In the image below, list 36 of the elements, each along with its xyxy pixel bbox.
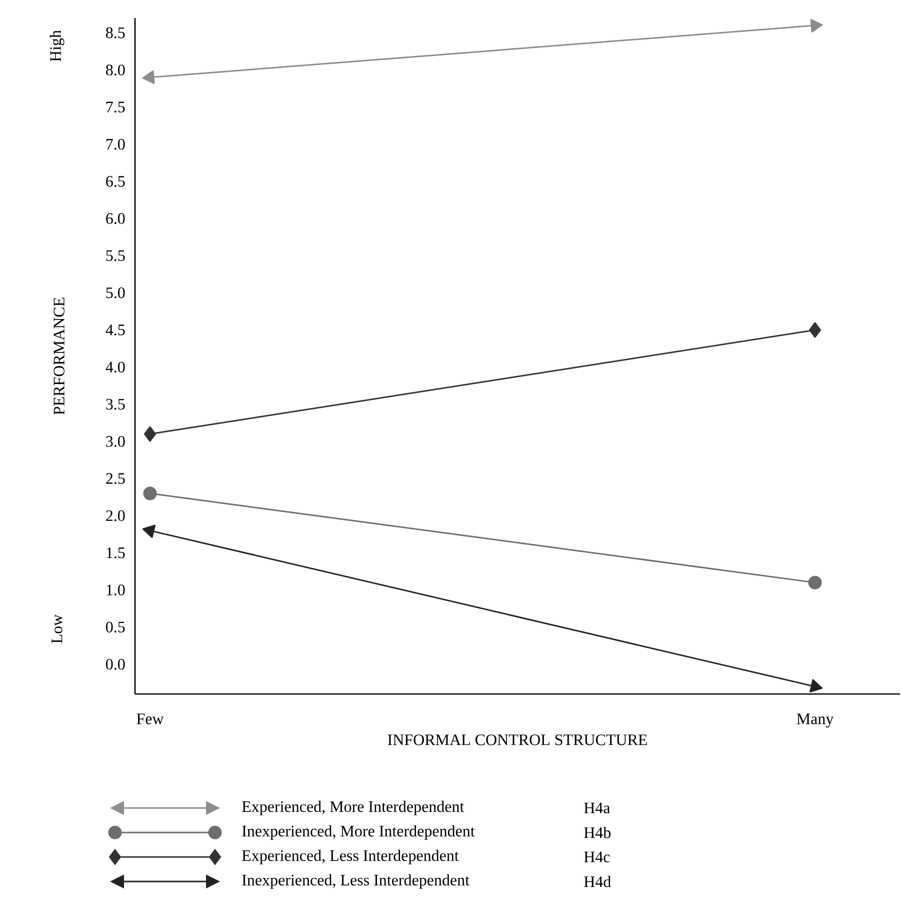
- y-tick-label: 5.5: [106, 250, 125, 262]
- y-tick-label: 7.0: [106, 138, 125, 150]
- legend-label: Experienced, More Interdependent: [242, 800, 464, 816]
- y-tick-label: 3.5: [106, 398, 125, 410]
- y-tick-label: 3.0: [106, 436, 125, 447]
- text: H4c: [584, 852, 610, 862]
- annotation: High: [50, 30, 64, 62]
- y-tick-label: 1.0: [106, 584, 125, 596]
- annotation: Low: [52, 614, 62, 644]
- text: H4a: [584, 802, 610, 814]
- legend-label: Experienced, Less Interdependent: [242, 850, 459, 864]
- x-tick-label: Few: [136, 714, 164, 724]
- y-tick-label: 2.0: [106, 510, 125, 522]
- point: [808, 576, 822, 590]
- text: H4d: [584, 876, 611, 888]
- legend-label: Inexperienced, Less Interdependent: [242, 874, 470, 889]
- point: [144, 426, 156, 442]
- y-tick-label: 0.5: [106, 622, 125, 633]
- x-axis-title: INFORMAL CONTROL STRUCTURE: [388, 734, 647, 746]
- text: H4b: [584, 826, 611, 838]
- point: [143, 486, 157, 500]
- y-axis-title: PERFORMANCE: [54, 298, 64, 415]
- y-tick-label: 7.5: [106, 102, 125, 112]
- y-tick-label: 5.0: [106, 287, 125, 298]
- x-tick-label: Many: [796, 714, 834, 728]
- y-tick-label: 8.5: [106, 27, 125, 38]
- y-tick-label: 2.5: [106, 473, 125, 484]
- legend-label: Inexperienced, More Interdependent: [242, 825, 475, 840]
- y-tick-label: 4.5: [106, 324, 125, 336]
- y-tick-label: 4.0: [106, 362, 125, 373]
- y-tick-label: 6.5: [106, 176, 125, 187]
- y-tick-label: 8.0: [106, 64, 125, 76]
- y-tick-label: 0.0: [106, 658, 125, 670]
- y-tick-label: 6.0: [106, 213, 125, 224]
- y-tick-label: 1.5: [106, 547, 125, 558]
- point: [809, 322, 822, 338]
